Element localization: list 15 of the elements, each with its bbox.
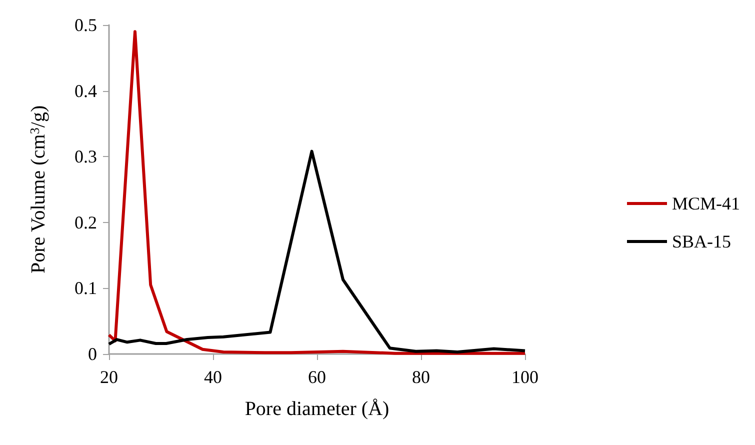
legend-label: MCM-41 — [672, 194, 740, 214]
x-tick-label: 80 — [412, 367, 430, 387]
x-tick-label: 100 — [512, 367, 538, 387]
legend-label: SBA-15 — [672, 232, 732, 252]
x-axis-title: Pore diameter (Å) — [244, 398, 390, 420]
y-tick-label: 0 — [88, 344, 97, 364]
y-tick-label: 0.3 — [74, 146, 97, 167]
x-tick-label: 20 — [100, 367, 118, 387]
y-tick-label: 0.1 — [74, 278, 97, 298]
x-tick-label: 40 — [204, 367, 222, 387]
y-tick-label: 0.4 — [74, 80, 97, 101]
y-axis-title: Pore Volume (cm3/g) — [27, 105, 50, 274]
y-tick-label: 0.5 — [74, 15, 97, 35]
x-tick-label: 60 — [308, 367, 326, 387]
y-tick-label: 0.2 — [74, 212, 97, 232]
